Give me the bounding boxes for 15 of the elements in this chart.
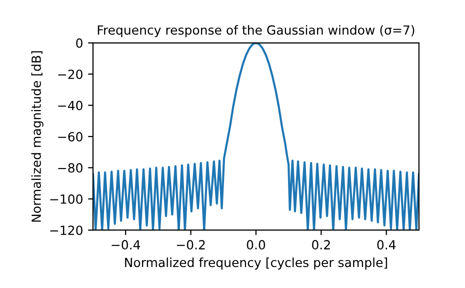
y-tick-label: −60 (58, 132, 82, 142)
y-tick-label: −40 (58, 100, 82, 110)
y-axis-title: Normalized magnitude [dB] (31, 51, 44, 222)
chart-title: Frequency response of the Gaussian window (σ=7) (98, 25, 414, 38)
x-axis-title: Normalized frequency [cycles per sample] (125, 257, 388, 270)
y-tick-label: −20 (58, 70, 82, 80)
y-tick-label: 0 (76, 38, 82, 48)
x-tick-label: 0.0 (246, 240, 266, 250)
x-tick-label: −0.2 (176, 240, 205, 250)
x-tick-label: −0.4 (112, 240, 140, 250)
x-tick-label: 0.2 (312, 240, 330, 250)
x-tick-label: 0.4 (377, 240, 396, 250)
y-tick-label: −120 (50, 226, 82, 236)
y-tick-label: −100 (50, 194, 82, 204)
y-tick-label: −80 (58, 163, 82, 173)
